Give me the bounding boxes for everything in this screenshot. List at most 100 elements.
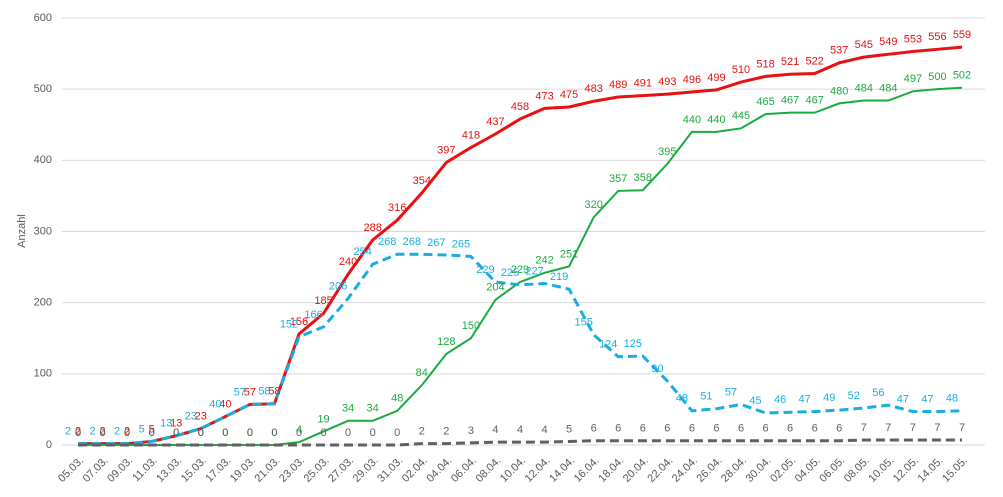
- data-label: 556: [928, 31, 946, 43]
- data-label: 152: [280, 319, 298, 331]
- data-label: 6: [591, 423, 597, 435]
- x-tick-label: 21.03.: [253, 455, 283, 485]
- x-tick-label: 10.04.: [498, 455, 528, 485]
- data-label: 6: [738, 423, 744, 435]
- x-tick-label: 05.03.: [56, 455, 86, 485]
- x-tick-label: 12.05.: [891, 455, 921, 485]
- data-label: 267: [427, 237, 445, 249]
- data-label: 467: [781, 95, 799, 107]
- x-tick-label: 20.04.: [621, 455, 651, 485]
- data-label: 227: [525, 265, 543, 277]
- data-label: 125: [624, 338, 642, 350]
- series-line: [78, 252, 963, 446]
- data-label: 549: [879, 36, 897, 48]
- data-label: 445: [732, 110, 750, 122]
- data-label: 156: [290, 316, 308, 328]
- y-axis-label: Anzahl: [16, 214, 28, 248]
- data-label: 467: [805, 95, 823, 107]
- x-tick-label: 07.03.: [81, 455, 111, 485]
- data-label: 484: [855, 82, 873, 94]
- series-line: [78, 438, 962, 447]
- data-label: 57: [725, 386, 737, 398]
- data-label: 2: [65, 425, 71, 437]
- data-label: 48: [391, 393, 403, 405]
- y-tick-label: 100: [34, 368, 52, 380]
- data-label: 0: [370, 427, 376, 439]
- x-tick-label: 02.04.: [400, 455, 430, 485]
- x-tick-label: 14.04.: [547, 455, 577, 485]
- data-label: 0: [222, 427, 228, 439]
- x-tick-label: 08.05.: [842, 455, 872, 485]
- data-label: 0: [345, 427, 351, 439]
- data-label: 502: [953, 70, 971, 82]
- data-label: 545: [855, 39, 873, 51]
- data-label: 268: [403, 236, 421, 248]
- y-tick-label: 400: [34, 154, 52, 166]
- y-tick-label: 0: [46, 439, 52, 451]
- data-label: 34: [342, 403, 354, 415]
- data-label: 6: [812, 423, 818, 435]
- data-label: 491: [634, 77, 652, 89]
- data-label: 0: [271, 427, 277, 439]
- data-label: 242: [535, 255, 553, 267]
- data-label: 6: [689, 423, 695, 435]
- data-label: 58: [258, 386, 270, 398]
- x-tick-label: 09.03.: [105, 455, 135, 485]
- data-label: 522: [805, 55, 823, 67]
- data-label: 7: [861, 422, 867, 434]
- data-label: 4: [492, 424, 498, 436]
- data-label: 0: [271, 427, 277, 439]
- data-label: 265: [452, 238, 470, 250]
- data-label: 240: [339, 256, 357, 268]
- data-label: 493: [658, 76, 676, 88]
- data-label: 2: [89, 425, 95, 437]
- x-tick-label: 06.05.: [817, 455, 847, 485]
- data-label: 395: [658, 146, 676, 158]
- data-label: 316: [388, 202, 406, 214]
- series-line: [78, 45, 963, 446]
- y-tick-label: 600: [34, 12, 52, 24]
- data-label: 0: [149, 427, 155, 439]
- data-label: 0: [173, 427, 179, 439]
- data-label: 13: [170, 418, 182, 430]
- x-tick-label: 10.05.: [866, 455, 896, 485]
- data-label: 7: [885, 422, 891, 434]
- data-label: 0: [75, 427, 81, 439]
- data-label: 4: [296, 424, 302, 436]
- x-tick-label: 08.04.: [474, 455, 504, 485]
- data-label: 6: [762, 423, 768, 435]
- data-label: 47: [897, 393, 909, 405]
- data-label: 489: [609, 79, 627, 91]
- data-label: 0: [124, 427, 130, 439]
- data-label: 2: [443, 425, 449, 437]
- data-label: 4: [517, 424, 523, 436]
- data-label: 6: [664, 423, 670, 435]
- data-label: 537: [830, 45, 848, 57]
- y-tick-label: 300: [34, 225, 52, 237]
- data-label: 465: [756, 96, 774, 108]
- data-label: 150: [462, 320, 480, 332]
- data-label: 2: [99, 425, 105, 437]
- data-label: 254: [353, 246, 371, 258]
- x-tick-label: 04.04.: [424, 455, 454, 485]
- data-label: 6: [836, 423, 842, 435]
- data-label: 0: [222, 427, 228, 439]
- data-label: 7: [934, 422, 940, 434]
- data-label: 0: [394, 427, 400, 439]
- x-tick-label: 17.03.: [203, 455, 233, 485]
- data-label: 510: [732, 64, 750, 76]
- data-label: 484: [879, 82, 897, 94]
- data-label: 0: [99, 427, 105, 439]
- data-label: 553: [904, 33, 922, 45]
- data-label: 58: [268, 386, 280, 398]
- data-label: 0: [198, 427, 204, 439]
- data-label: 0: [75, 427, 81, 439]
- data-label: 0: [247, 427, 253, 439]
- data-label: 475: [560, 89, 578, 101]
- data-label: 84: [416, 367, 428, 379]
- data-label: 497: [904, 73, 922, 85]
- data-label: 418: [462, 129, 480, 141]
- data-label: 219: [550, 271, 568, 283]
- data-label: 437: [486, 116, 504, 128]
- y-tick-label: 200: [34, 297, 52, 309]
